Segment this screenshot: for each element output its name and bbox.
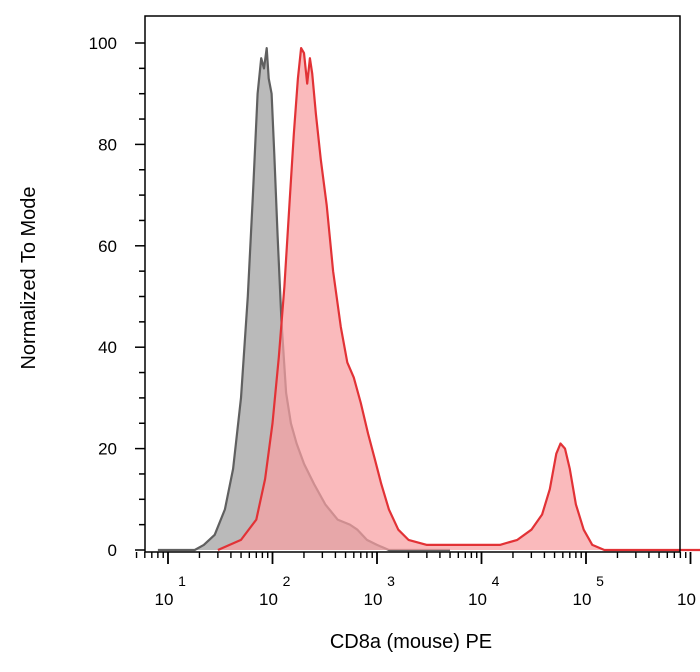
x-tick-label-exponent: 4 xyxy=(492,573,500,589)
x-tick-label-base: 10 xyxy=(468,590,487,609)
x-tick-label-exponent: 5 xyxy=(596,573,604,589)
histogram-curves xyxy=(157,47,700,552)
y-axis-title: Normalized To Mode xyxy=(18,186,40,369)
y-tick-label: 100 xyxy=(89,34,117,53)
x-axis-title: CD8a (mouse) PE xyxy=(330,631,492,653)
y-tick-label: 0 xyxy=(108,541,117,560)
series-2-area xyxy=(217,48,700,550)
series-2 xyxy=(217,47,700,552)
x-tick-label-base: 10 xyxy=(155,590,174,609)
x-tick-label-exponent: 1 xyxy=(178,573,186,589)
y-tick-label: 40 xyxy=(98,338,117,357)
x-tick-label-base: 10 xyxy=(259,590,278,609)
series-2-line xyxy=(217,47,700,552)
plot-frame xyxy=(144,15,681,553)
y-tick-label: 80 xyxy=(98,135,117,154)
axes xyxy=(144,15,681,553)
x-axis-ticks: 101102103104105106 xyxy=(135,552,696,609)
x-tick-label-base: 10 xyxy=(573,590,592,609)
y-tick-label: 20 xyxy=(98,440,117,459)
y-axis-ticks: 0 20 40 60 80 100 xyxy=(89,34,145,560)
y-tick-label: 60 xyxy=(98,237,117,256)
x-tick-label-exponent: 2 xyxy=(283,573,291,589)
x-tick-label-base: 10 xyxy=(677,590,696,609)
x-tick-label-exponent: 3 xyxy=(387,573,395,589)
x-tick-label-base: 10 xyxy=(364,590,383,609)
